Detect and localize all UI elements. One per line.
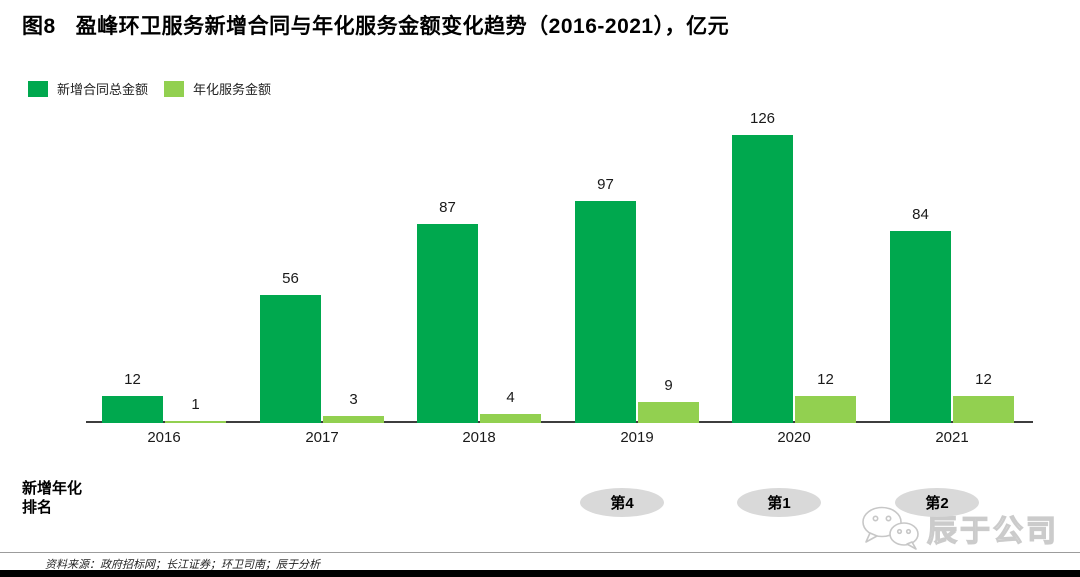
x-axis-label-2019: 2019 xyxy=(620,429,654,446)
bar-primary-2017 xyxy=(260,295,321,423)
chart-legend: 新增合同总金额 年化服务金额 xyxy=(28,79,271,98)
watermark-text: 辰于公司 xyxy=(926,514,1059,548)
legend-label-primary: 新增合同总金额 xyxy=(57,82,149,97)
x-axis-label-2020: 2020 xyxy=(777,429,811,446)
rank-badge-2021: 第2 xyxy=(895,488,979,517)
bar-primary-2020 xyxy=(732,135,793,423)
bar-value-label: 84 xyxy=(912,206,929,223)
x-axis-line xyxy=(86,421,1033,423)
wechat-icon xyxy=(862,506,919,550)
bar-value-label: 1 xyxy=(191,396,200,413)
x-axis-label-2016: 2016 xyxy=(147,429,181,446)
bar-secondary-2016 xyxy=(165,421,226,423)
bar-value-label: 12 xyxy=(817,371,834,388)
watermark: 辰于公司 xyxy=(860,505,1059,551)
figure-title-text: 盈峰环卫服务新增合同与年化服务金额变化趋势（2016-2021），亿元 xyxy=(75,15,730,38)
bar-value-label: 4 xyxy=(506,389,515,406)
x-axis-label-2018: 2018 xyxy=(462,429,496,446)
footer-separator-line xyxy=(0,552,1080,553)
bar-primary-2016 xyxy=(102,396,163,423)
legend-swatch-secondary xyxy=(164,80,185,97)
rank-badge-2019: 第4 xyxy=(580,488,664,517)
bar-secondary-2021 xyxy=(953,396,1014,423)
source-note: 资料来源：政府招标网；长江证券；环卫司南；辰于分析 xyxy=(45,559,320,571)
rank-badge-2020: 第1 xyxy=(737,488,821,517)
bar-value-label: 97 xyxy=(597,176,614,193)
figure-number: 图8 xyxy=(22,15,56,38)
footer-black-bar xyxy=(0,570,1080,577)
bar-secondary-2020 xyxy=(795,396,856,423)
bar-value-label: 126 xyxy=(749,110,776,127)
page-title: 图8 盈峰环卫服务新增合同与年化服务金额变化趋势（2016-2021），亿元 xyxy=(22,10,729,40)
bar-secondary-2017 xyxy=(323,416,384,423)
bar-value-label: 12 xyxy=(124,371,141,388)
bar-primary-2018 xyxy=(417,224,478,423)
bar-value-label: 3 xyxy=(349,391,358,408)
legend-item-annualized: 年化服务金额 xyxy=(164,79,271,98)
bar-value-label: 9 xyxy=(664,377,673,394)
x-axis-label-2017: 2017 xyxy=(305,429,339,446)
legend-item-new-contract: 新增合同总金额 xyxy=(28,79,148,98)
legend-label-secondary: 年化服务金额 xyxy=(193,82,272,97)
legend-swatch-primary xyxy=(28,80,48,97)
bar-primary-2019 xyxy=(575,201,636,423)
bar-value-label: 12 xyxy=(975,371,992,388)
ranking-row-label: 新增年化排名 xyxy=(22,481,83,516)
bar-secondary-2018 xyxy=(480,414,541,423)
bar-value-label: 56 xyxy=(282,270,299,287)
bar-primary-2021 xyxy=(890,231,951,423)
bar-value-label: 87 xyxy=(439,199,456,216)
bar-secondary-2019 xyxy=(638,402,699,423)
x-axis-label-2021: 2021 xyxy=(935,429,969,446)
